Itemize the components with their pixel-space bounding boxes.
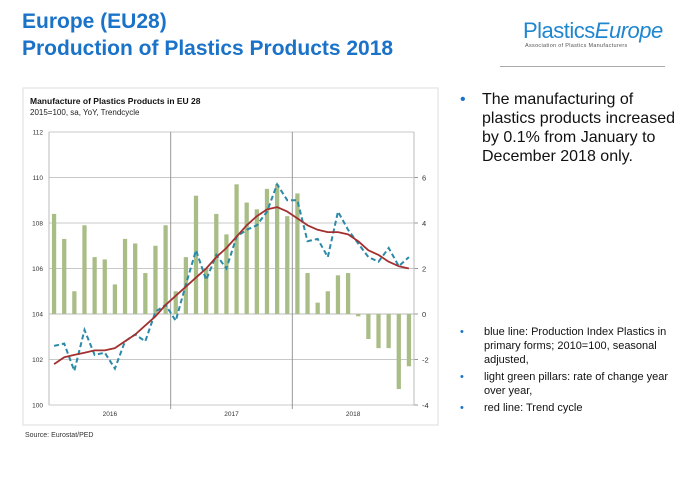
yoy-bar (345, 273, 351, 314)
yoy-bar (62, 238, 67, 314)
right-tick-label: 6 (422, 174, 426, 183)
yoy-bar (386, 314, 391, 349)
left-tick-label: 108 (32, 221, 43, 228)
right-tick-label: -2 (422, 356, 429, 365)
left-tick-label: 110 (33, 175, 44, 182)
yoy-bar (163, 225, 168, 314)
key-finding-list: The manufacturing of plastics products i… (460, 90, 680, 166)
left-tick-label: 112 (33, 130, 44, 137)
yoy-bar (376, 314, 381, 349)
yoy-bar (264, 188, 270, 314)
legend-green-pillars: light green pillars: rate of change year… (460, 370, 685, 398)
yoy-bar (51, 213, 57, 314)
yoy-bar (396, 314, 401, 390)
right-tick-label: 2 (422, 265, 426, 274)
yoy-bar (315, 302, 320, 314)
plastics-europe-logo: PlasticsEurope Association of Plastics M… (523, 18, 663, 49)
yoy-bar (102, 259, 107, 314)
yoy-bar (72, 291, 77, 314)
chart-title: Manufacture of Plastics Products in EU 2… (30, 96, 201, 106)
yoy-bar (366, 314, 371, 340)
legend-blue-line: blue line: Production Index Plastics in … (460, 325, 685, 367)
yoy-bar (325, 291, 330, 314)
logo-name-b: Europe (594, 18, 663, 43)
logo-tagline: Association of Plastics Manufacturers (525, 43, 628, 49)
yoy-bar (244, 202, 249, 314)
right-tick-label: -4 (422, 401, 429, 410)
yoy-bar (153, 245, 158, 314)
yoy-bar (234, 184, 239, 314)
yoy-bar (335, 275, 341, 314)
year-label: 2017 (224, 411, 239, 418)
yoy-bar (274, 184, 280, 314)
slide-title-main: Production of Plastics Products 2018 (22, 37, 394, 60)
chart-frame (22, 87, 439, 426)
yoy-bar (305, 273, 310, 314)
yoy-bar (92, 257, 97, 314)
yoy-bar (82, 225, 87, 314)
yoy-bar (295, 193, 300, 314)
yoy-bar (122, 238, 128, 314)
left-tick-label: 106 (32, 266, 43, 273)
logo-name-a: Plastics (523, 18, 595, 43)
trend-cycle-line (53, 206, 410, 365)
yoy-bar (193, 195, 199, 314)
legend-list: blue line: Production Index Plastics in … (460, 325, 685, 418)
yoy-bar (173, 291, 178, 314)
yoy-bar (254, 209, 259, 314)
key-finding: The manufacturing of plastics products i… (460, 90, 680, 166)
chart-subtitle: 2015=100, sa, YoY, Trendcycle (30, 108, 140, 117)
yoy-bar (224, 234, 229, 314)
yoy-bar (356, 314, 361, 317)
production-index-line (53, 182, 410, 375)
yoy-bar (204, 268, 209, 314)
left-tick-label: 104 (32, 312, 43, 319)
yoy-bar (214, 213, 219, 314)
yoy-bar (285, 216, 290, 314)
source-note: Source: Eurostat/PED (25, 432, 94, 439)
yoy-bar (406, 314, 412, 367)
year-label: 2018 (346, 411, 361, 418)
right-tick-label: 4 (422, 219, 426, 228)
legend-red-line: red line: Trend cycle (460, 401, 685, 415)
header-divider (500, 66, 665, 67)
yoy-bar (133, 243, 138, 314)
slide-title-region: Europe (EU28) (22, 10, 167, 33)
right-tick-label: 0 (422, 310, 426, 319)
year-label: 2016 (103, 411, 118, 418)
yoy-bar (112, 284, 118, 314)
left-tick-label: 102 (32, 357, 43, 364)
left-tick-label: 100 (32, 403, 43, 410)
yoy-bar (143, 273, 148, 314)
